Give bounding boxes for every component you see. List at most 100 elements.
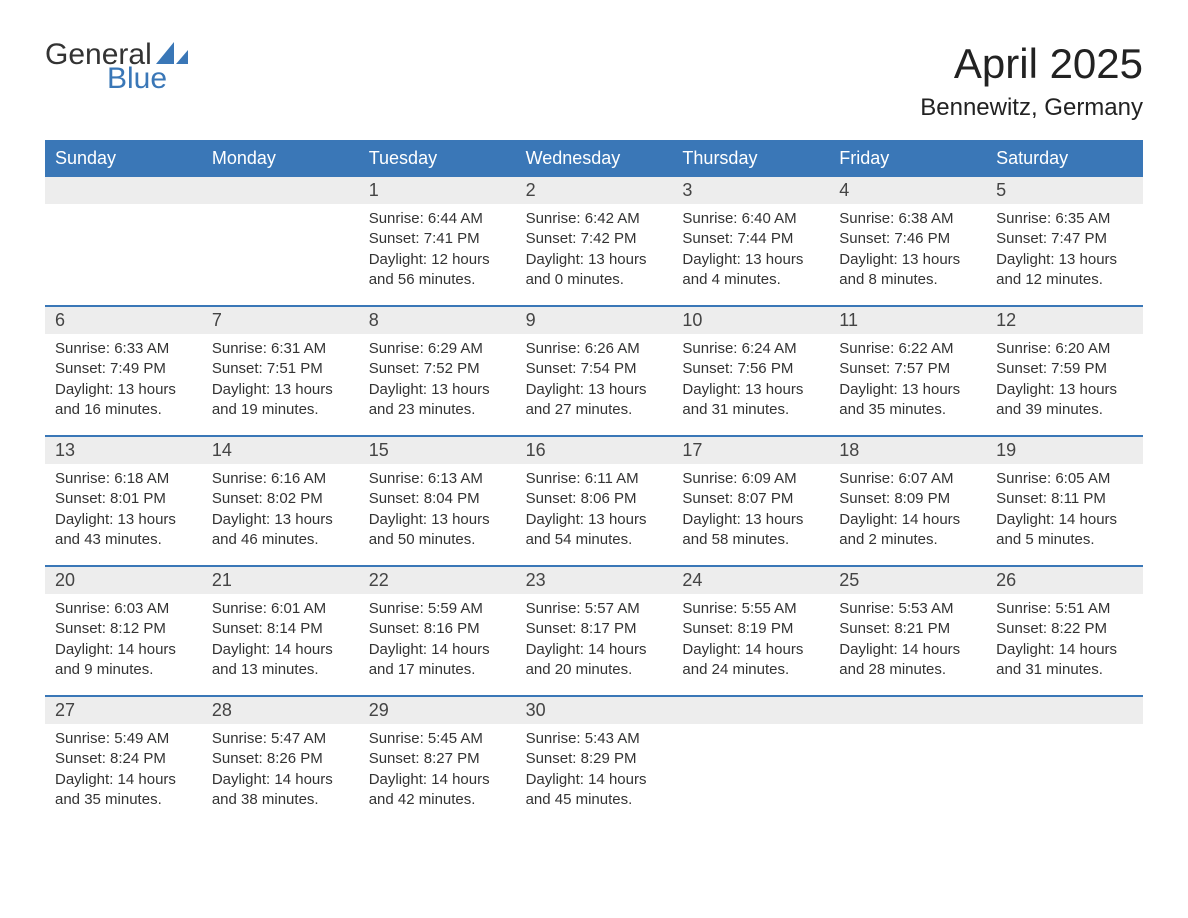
daylight1-text: Daylight: 13 hours [682, 380, 819, 400]
day-number: 9 [516, 307, 673, 334]
daylight2-text: and 2 minutes. [839, 530, 976, 550]
sunrise-text: Sunrise: 6:20 AM [996, 339, 1133, 359]
day-content: Sunrise: 6:09 AMSunset: 8:07 PMDaylight:… [672, 464, 829, 560]
sunset-text: Sunset: 8:14 PM [212, 619, 349, 639]
sunset-text: Sunset: 7:47 PM [996, 229, 1133, 249]
daylight1-text: Daylight: 14 hours [996, 510, 1133, 530]
day-cell: 7Sunrise: 6:31 AMSunset: 7:51 PMDaylight… [202, 307, 359, 435]
day-header: Sunday [45, 140, 202, 177]
sunset-text: Sunset: 7:59 PM [996, 359, 1133, 379]
daylight2-text: and 12 minutes. [996, 270, 1133, 290]
daylight1-text: Daylight: 13 hours [55, 380, 192, 400]
sunrise-text: Sunrise: 6:07 AM [839, 469, 976, 489]
day-cell: 8Sunrise: 6:29 AMSunset: 7:52 PMDaylight… [359, 307, 516, 435]
sunset-text: Sunset: 8:24 PM [55, 749, 192, 769]
sunset-text: Sunset: 7:46 PM [839, 229, 976, 249]
day-content: Sunrise: 6:33 AMSunset: 7:49 PMDaylight:… [45, 334, 202, 430]
sunrise-text: Sunrise: 6:31 AM [212, 339, 349, 359]
daylight2-text: and 58 minutes. [682, 530, 819, 550]
sunrise-text: Sunrise: 6:44 AM [369, 209, 506, 229]
day-cell: 18Sunrise: 6:07 AMSunset: 8:09 PMDayligh… [829, 437, 986, 565]
day-cell: 19Sunrise: 6:05 AMSunset: 8:11 PMDayligh… [986, 437, 1143, 565]
day-content: Sunrise: 5:49 AMSunset: 8:24 PMDaylight:… [45, 724, 202, 820]
day-content: Sunrise: 6:26 AMSunset: 7:54 PMDaylight:… [516, 334, 673, 430]
daylight1-text: Daylight: 14 hours [682, 640, 819, 660]
daylight2-text: and 45 minutes. [526, 790, 663, 810]
day-number: 14 [202, 437, 359, 464]
day-number-empty [45, 177, 202, 204]
sunset-text: Sunset: 7:41 PM [369, 229, 506, 249]
daylight1-text: Daylight: 14 hours [526, 640, 663, 660]
sunrise-text: Sunrise: 5:57 AM [526, 599, 663, 619]
day-number: 4 [829, 177, 986, 204]
day-header: Thursday [672, 140, 829, 177]
sunset-text: Sunset: 8:07 PM [682, 489, 819, 509]
sunrise-text: Sunrise: 6:40 AM [682, 209, 819, 229]
day-cell: 4Sunrise: 6:38 AMSunset: 7:46 PMDaylight… [829, 177, 986, 305]
day-content: Sunrise: 6:07 AMSunset: 8:09 PMDaylight:… [829, 464, 986, 560]
sunset-text: Sunset: 8:19 PM [682, 619, 819, 639]
day-content: Sunrise: 6:31 AMSunset: 7:51 PMDaylight:… [202, 334, 359, 430]
day-cell: 26Sunrise: 5:51 AMSunset: 8:22 PMDayligh… [986, 567, 1143, 695]
week-row: 6Sunrise: 6:33 AMSunset: 7:49 PMDaylight… [45, 305, 1143, 435]
day-number: 19 [986, 437, 1143, 464]
day-cell: 24Sunrise: 5:55 AMSunset: 8:19 PMDayligh… [672, 567, 829, 695]
daylight2-text: and 31 minutes. [682, 400, 819, 420]
sunrise-text: Sunrise: 6:35 AM [996, 209, 1133, 229]
sunrise-text: Sunrise: 5:43 AM [526, 729, 663, 749]
daylight2-text: and 28 minutes. [839, 660, 976, 680]
daylight1-text: Daylight: 14 hours [55, 640, 192, 660]
sunrise-text: Sunrise: 6:18 AM [55, 469, 192, 489]
daylight2-text: and 9 minutes. [55, 660, 192, 680]
daylight2-text: and 38 minutes. [212, 790, 349, 810]
sunset-text: Sunset: 8:17 PM [526, 619, 663, 639]
day-number: 12 [986, 307, 1143, 334]
sunrise-text: Sunrise: 6:03 AM [55, 599, 192, 619]
sunset-text: Sunset: 8:26 PM [212, 749, 349, 769]
sunrise-text: Sunrise: 6:29 AM [369, 339, 506, 359]
sunset-text: Sunset: 8:22 PM [996, 619, 1133, 639]
day-cell: 11Sunrise: 6:22 AMSunset: 7:57 PMDayligh… [829, 307, 986, 435]
daylight2-text: and 35 minutes. [839, 400, 976, 420]
sunset-text: Sunset: 8:12 PM [55, 619, 192, 639]
day-cell: 16Sunrise: 6:11 AMSunset: 8:06 PMDayligh… [516, 437, 673, 565]
day-number-empty [202, 177, 359, 204]
day-content: Sunrise: 5:47 AMSunset: 8:26 PMDaylight:… [202, 724, 359, 820]
sunrise-text: Sunrise: 5:51 AM [996, 599, 1133, 619]
sunset-text: Sunset: 7:52 PM [369, 359, 506, 379]
day-content: Sunrise: 6:13 AMSunset: 8:04 PMDaylight:… [359, 464, 516, 560]
day-cell: 3Sunrise: 6:40 AMSunset: 7:44 PMDaylight… [672, 177, 829, 305]
daylight1-text: Daylight: 13 hours [212, 380, 349, 400]
day-header: Monday [202, 140, 359, 177]
day-cell: 28Sunrise: 5:47 AMSunset: 8:26 PMDayligh… [202, 697, 359, 825]
day-content: Sunrise: 6:24 AMSunset: 7:56 PMDaylight:… [672, 334, 829, 430]
sunset-text: Sunset: 8:27 PM [369, 749, 506, 769]
day-number: 13 [45, 437, 202, 464]
day-number: 17 [672, 437, 829, 464]
daylight1-text: Daylight: 13 hours [526, 380, 663, 400]
sunrise-text: Sunrise: 5:45 AM [369, 729, 506, 749]
daylight1-text: Daylight: 13 hours [839, 250, 976, 270]
day-cell: 23Sunrise: 5:57 AMSunset: 8:17 PMDayligh… [516, 567, 673, 695]
day-number-empty [829, 697, 986, 724]
sunset-text: Sunset: 7:57 PM [839, 359, 976, 379]
day-cell: 20Sunrise: 6:03 AMSunset: 8:12 PMDayligh… [45, 567, 202, 695]
daylight2-text: and 35 minutes. [55, 790, 192, 810]
day-cell: 10Sunrise: 6:24 AMSunset: 7:56 PMDayligh… [672, 307, 829, 435]
day-cell: 9Sunrise: 6:26 AMSunset: 7:54 PMDaylight… [516, 307, 673, 435]
sunrise-text: Sunrise: 6:22 AM [839, 339, 976, 359]
sunset-text: Sunset: 8:16 PM [369, 619, 506, 639]
day-number: 2 [516, 177, 673, 204]
day-number: 24 [672, 567, 829, 594]
day-cell [45, 177, 202, 305]
day-number: 29 [359, 697, 516, 724]
day-content: Sunrise: 6:01 AMSunset: 8:14 PMDaylight:… [202, 594, 359, 690]
daylight2-text: and 8 minutes. [839, 270, 976, 290]
week-row: 1 Sunrise: 6:44 AMSunset: 7:41 PM Daylight… [45, 177, 1143, 305]
daylight1-text: Daylight: 13 hours [526, 510, 663, 530]
week-row: 13Sunrise: 6:18 AMSunset: 8:01 PMDayligh… [45, 435, 1143, 565]
day-content: Sunrise: 5:59 AMSunset: 8:16 PMDaylight:… [359, 594, 516, 690]
day-number: 10 [672, 307, 829, 334]
day-number: 1 [359, 177, 516, 204]
day-content: Sunrise: 6:20 AMSunset: 7:59 PMDaylight:… [986, 334, 1143, 430]
